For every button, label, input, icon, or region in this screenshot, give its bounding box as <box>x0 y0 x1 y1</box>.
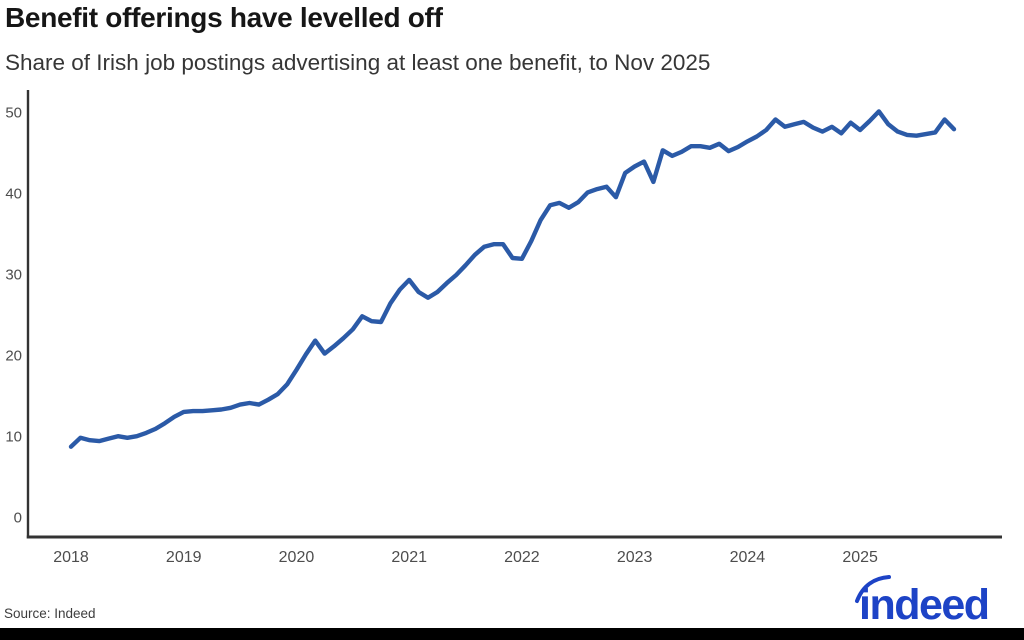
chart-title: Benefit offerings have levelled off <box>5 2 443 33</box>
logo-swoosh-icon <box>855 575 891 603</box>
y-tick-label: 40 <box>5 185 22 203</box>
source-note: Source: Indeed <box>4 606 96 621</box>
y-tick-label: 20 <box>5 347 22 365</box>
y-tick-label: 0 <box>13 509 22 527</box>
bottom-bar <box>0 628 1024 640</box>
y-tick-label: 30 <box>5 266 22 284</box>
x-tick-label: 2022 <box>504 549 540 566</box>
y-tick-label: 10 <box>5 428 22 446</box>
x-tick-label: 2024 <box>729 549 766 566</box>
x-tick-label: 2025 <box>842 549 878 566</box>
x-tick-label: 2018 <box>53 549 89 566</box>
chart-subtitle: Share of Irish job postings advertising … <box>5 50 711 75</box>
x-tick-label: 2019 <box>165 549 202 566</box>
benefits-share-line <box>68 109 957 449</box>
x-tick-label: 2023 <box>616 549 653 566</box>
x-tick-label: 2020 <box>278 549 315 566</box>
x-tick-label: 2021 <box>391 549 427 566</box>
y-tick-label: 50 <box>5 104 22 122</box>
y-axis-tick-labels: 0 10 20 30 40 50 <box>0 0 22 640</box>
indeed-logo: indeed <box>855 575 990 626</box>
x-axis-tick-labels: 2018 2019 2020 2021 2022 2023 2024 2025 <box>0 549 1024 569</box>
logo-wordmark: indeed <box>859 581 989 626</box>
